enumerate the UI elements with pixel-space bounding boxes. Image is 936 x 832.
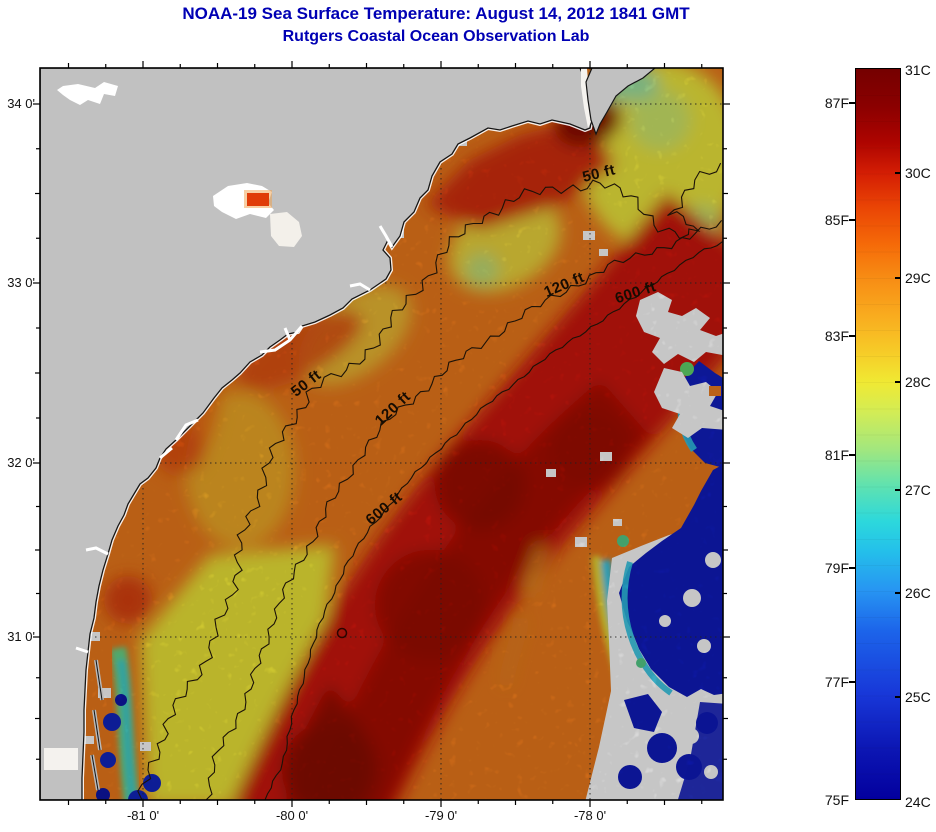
colorbar-f-tick: [849, 335, 855, 337]
colorbar-f-label: 77F: [824, 674, 849, 690]
y-axis-label: 33 0': [7, 275, 35, 290]
mainland: [40, 68, 593, 800]
barrier-islands-outline: [91, 659, 103, 791]
figure-subtitle: Rutgers Coastal Ocean Observation Lab: [282, 28, 590, 45]
colorbar-c-label: 24C: [905, 794, 931, 810]
figure-title: NOAA-19 Sea Surface Temperature: August …: [182, 4, 690, 23]
y-axis-label: 34 0': [7, 96, 35, 111]
land-layer: [40, 68, 656, 800]
estuary-altamaha: [75, 646, 89, 654]
cape-fear-river: [581, 68, 592, 128]
colorbar-c-tick: [895, 696, 901, 698]
colorbar-f-tick: [849, 454, 855, 456]
y-axis-label: 32 0': [7, 455, 35, 470]
x-axis-label: -78 0': [573, 808, 607, 823]
colorbar-f-label: 75F: [824, 792, 849, 808]
lake-moultrie: [270, 212, 302, 247]
colorbar-c-tick: [895, 172, 901, 174]
estuary-savannah: [85, 546, 109, 556]
colorbar-f-tick: [849, 102, 855, 104]
lake-warm-water: [247, 193, 269, 206]
cloud-over-land-sw: [44, 748, 78, 770]
colorbar-f-label: 83F: [824, 328, 849, 344]
buoy-marker: [336, 627, 348, 639]
colorbar-c-tick: [895, 277, 901, 279]
x-axis-label: -79 0': [424, 808, 458, 823]
contour-600-ft: [264, 241, 723, 800]
x-axis-label: -81 0': [126, 808, 160, 823]
colorbar-c-tick: [895, 592, 901, 594]
depth-contours: [137, 162, 723, 800]
cape-fear-peninsula: [585, 68, 656, 136]
colorbar-c-label: 27C: [905, 482, 931, 498]
colorbar-f-label: 81F: [824, 447, 849, 463]
colorbar-f-tick: [849, 567, 855, 569]
y-axis-label: 31 0': [7, 629, 35, 644]
x-axis-label: -80 0': [275, 808, 309, 823]
contour-120-ft: [205, 220, 723, 800]
estuary-santee: [349, 282, 371, 292]
colorbar: [855, 68, 901, 800]
colorbar-c-label: 29C: [905, 270, 931, 286]
colorbar-bands: [856, 69, 900, 799]
estuaries: [75, 225, 394, 654]
colorbar-c-label: 26C: [905, 585, 931, 601]
colorbar-c-label: 30C: [905, 165, 931, 181]
colorbar-f-tick: [849, 219, 855, 221]
colorbar-c-label: 31C: [905, 62, 931, 78]
colorbar-f-label: 85F: [824, 212, 849, 228]
colorbar-c-label: 25C: [905, 689, 931, 705]
colorbar-f-label: 79F: [824, 560, 849, 576]
cloud-over-land-nw: [57, 82, 118, 105]
colorbar-f-tick: [849, 681, 855, 683]
colorbar-c-label: 28C: [905, 374, 931, 390]
map-frame: [39, 67, 724, 801]
colorbar-c-tick: [895, 381, 901, 383]
estuary-winyah: [378, 225, 394, 248]
axis-ticks: [33, 61, 730, 807]
colorbar-c-tick: [895, 489, 901, 491]
contour-50-ft: [137, 162, 722, 800]
colorbar-f-label: 87F: [824, 95, 849, 111]
estuary-charleston: [259, 325, 304, 354]
estuary-edisto: [159, 418, 199, 460]
